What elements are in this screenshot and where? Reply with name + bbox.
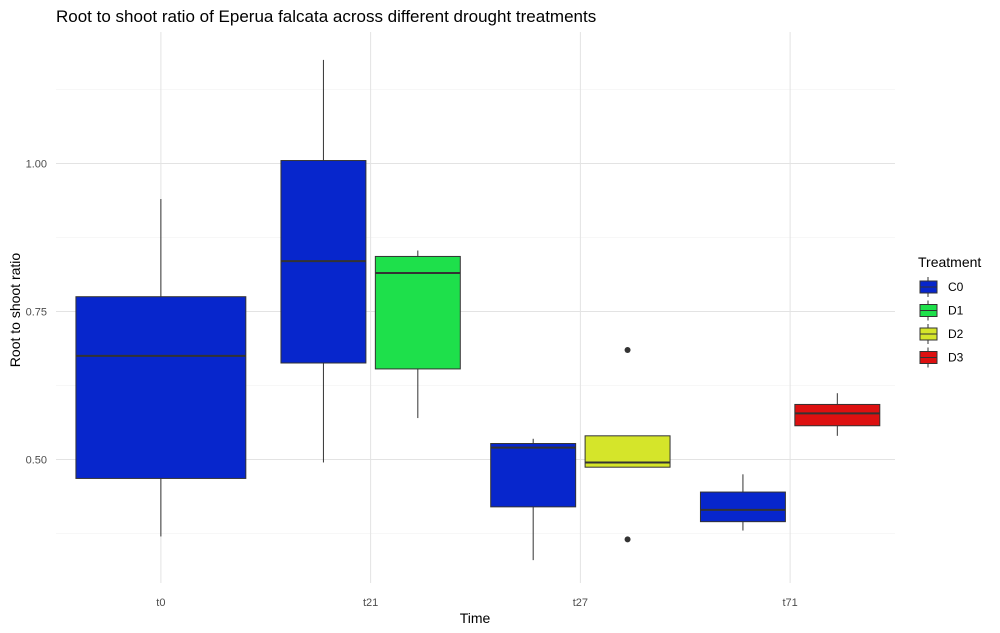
y-tick-label: 1.00 [26,159,47,171]
legend-item-D2: D2 [919,324,964,344]
x-tick-label: t0 [156,597,165,609]
legend-label: D1 [948,304,964,318]
legend-title: Treatment [918,254,981,270]
y-tick-label: 0.75 [26,307,47,319]
box-t71-C0 [699,474,786,531]
legend-item-C0: C0 [919,277,964,297]
x-axis-ticks: t0 t21 t27 t71 [156,597,797,609]
legend-item-D1: D1 [919,300,964,321]
box-body [75,296,247,479]
legend-item-D3: D3 [919,347,964,368]
x-tick-label: t21 [363,597,378,609]
box-t21-C0 [280,59,367,463]
boxes-layer [75,59,881,561]
chart-title: Root to shoot ratio of Eperua falcata ac… [56,7,596,26]
y-tick-label: 0.50 [26,455,47,467]
legend-label: D3 [948,351,964,365]
x-tick-label: t71 [782,597,797,609]
box-t71-D3 [794,393,881,436]
box-body [794,403,881,427]
box-body [490,443,577,508]
box-t27-D2 [584,346,671,543]
outlier-point [624,536,631,543]
y-axis-title: Root to shoot ratio [7,253,23,368]
legend-label: D2 [948,327,964,341]
legend-label: C0 [948,280,964,294]
x-axis-title: Time [460,610,491,626]
x-tick-label: t27 [573,597,588,609]
box-t0-C0 [75,199,247,537]
box-body [699,491,786,523]
legend: Treatment C0 D1 D2 D3 [918,254,981,368]
y-axis-ticks: 0.50 0.75 1.00 [26,159,47,467]
box-body [374,255,461,370]
outlier-point [624,346,631,353]
box-t27-C0 [490,438,577,561]
box-t21-D1 [374,250,461,419]
